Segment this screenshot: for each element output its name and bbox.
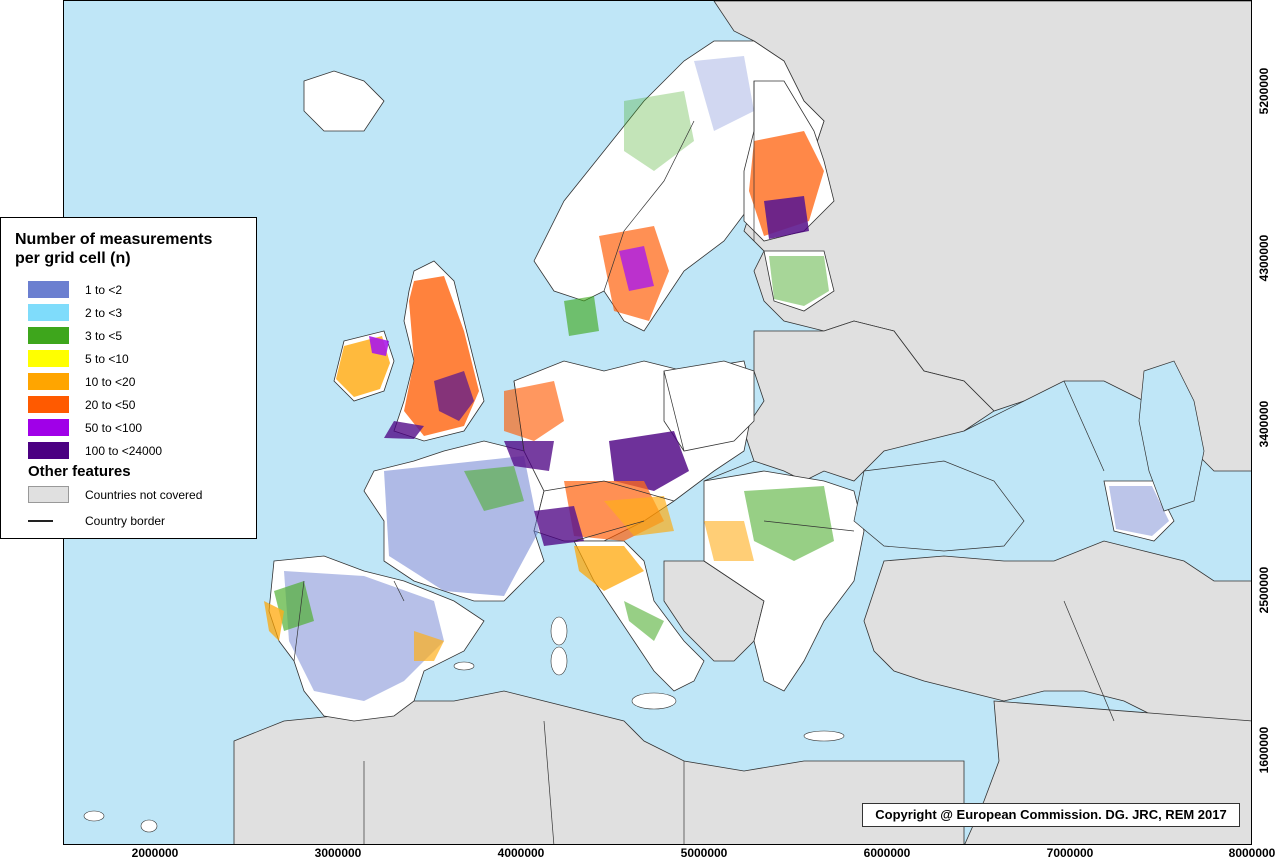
legend-label: 20 to <50: [85, 397, 136, 412]
y-tick-label: 2500000: [1257, 566, 1271, 614]
legend-swatch-border-line: [28, 519, 53, 522]
y-tick-label: 4300000: [1257, 234, 1271, 282]
islands: [83, 616, 845, 833]
land-not-covered: [233, 1, 1251, 844]
legend-item-class-3: 3 to <5: [28, 327, 122, 344]
legend-label: 3 to <5: [85, 328, 123, 343]
legend-label: Country border: [85, 513, 166, 528]
legend-swatch: [28, 350, 69, 367]
legend-swatch-not-covered: [28, 486, 69, 503]
legend-item-class-7: 50 to <100: [28, 419, 142, 436]
europe-map[interactable]: [64, 1, 1252, 845]
legend-label: 100 to <24000: [85, 443, 163, 458]
legend-item-class-1: 1 to <2: [28, 281, 122, 298]
x-tick-label: 7000000: [1046, 846, 1094, 860]
legend-item-class-5: 10 to <20: [28, 373, 135, 390]
y-tick-label: 3400000: [1257, 400, 1271, 448]
legend-label: 10 to <20: [85, 374, 136, 389]
legend-swatch: [28, 373, 69, 390]
legend-panel: Number of measurements per grid cell (n)…: [0, 217, 257, 539]
x-tick-label: 4000000: [497, 846, 545, 860]
caspian-sea: [1138, 360, 1205, 512]
legend-swatch: [28, 281, 69, 298]
legend-label: 5 to <10: [85, 351, 129, 366]
y-tick-label: 5200000: [1257, 67, 1271, 115]
copyright-notice: Copyright @ European Commission. DG. JRC…: [862, 803, 1240, 827]
legend-item-country-border: Country border: [28, 512, 165, 529]
legend-item-class-8: 100 to <24000: [28, 442, 162, 459]
legend-item-class-6: 20 to <50: [28, 396, 135, 413]
legend-label: 2 to <3: [85, 305, 123, 320]
legend-item-countries-not-covered: Countries not covered: [28, 486, 202, 503]
black-sea: [853, 460, 1025, 552]
legend-item-class-4: 5 to <10: [28, 350, 129, 367]
legend-label: 50 to <100: [85, 420, 143, 435]
legend-label: 1 to <2: [85, 282, 123, 297]
legend-other-features-title: Other features: [28, 463, 131, 480]
x-tick-label: 3000000: [314, 846, 362, 860]
x-tick-label: 5000000: [680, 846, 728, 860]
legend-swatch: [28, 442, 69, 459]
legend-item-class-2: 2 to <3: [28, 304, 122, 321]
legend-swatch: [28, 304, 69, 321]
legend-swatch: [28, 396, 69, 413]
x-tick-label: 2000000: [131, 846, 179, 860]
legend-swatch: [28, 419, 69, 436]
y-tick-label: 1600000: [1257, 726, 1271, 774]
x-tick-label: 8000000: [1228, 846, 1276, 860]
map-frame[interactable]: [63, 0, 1252, 845]
country-borders: [293, 81, 1115, 844]
measurement-density-patches: [264, 56, 1169, 701]
x-tick-label: 6000000: [863, 846, 911, 860]
legend-title: Number of measurements per grid cell (n): [15, 231, 213, 267]
legend-label: Countries not covered: [85, 487, 203, 502]
legend-swatch: [28, 327, 69, 344]
